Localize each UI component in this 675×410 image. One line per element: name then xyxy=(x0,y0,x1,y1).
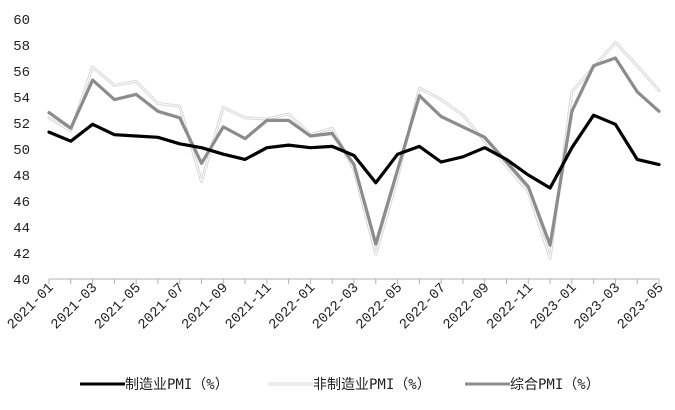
legend-label: 综合PMI（%） xyxy=(510,377,600,393)
y-axis: 40 42 44 46 48 50 52 54 56 58 60 xyxy=(13,13,30,289)
x-tick-label: 2021-11 xyxy=(222,280,275,333)
y-tick-label: 40 xyxy=(13,273,30,289)
legend: 制造业PMI（%） 非制造业PMI（%） 综合PMI（%） xyxy=(80,377,600,393)
y-tick-label: 54 xyxy=(13,91,30,107)
x-tick-label: 2022-01 xyxy=(266,280,319,333)
x-tick-label: 2022-09 xyxy=(440,280,493,333)
x-tick-label: 2022-05 xyxy=(353,280,406,333)
x-tick-label: 2022-07 xyxy=(397,280,450,333)
y-tick-label: 44 xyxy=(13,221,30,237)
x-tick-label: 2021-03 xyxy=(48,280,101,333)
x-tick-label: 2022-11 xyxy=(484,280,537,333)
plot-lines xyxy=(47,40,661,260)
y-tick-label: 46 xyxy=(13,195,30,211)
legend-label: 非制造业PMI（%） xyxy=(313,377,431,393)
x-axis: 2021-012021-032021-052021-072021-092021-… xyxy=(5,278,668,333)
x-tick-label: 2021-09 xyxy=(179,280,232,333)
x-tick-label: 2022-03 xyxy=(310,280,363,333)
x-tick-label: 2023-03 xyxy=(571,280,624,333)
y-tick-label: 52 xyxy=(13,117,30,133)
y-tick-label: 48 xyxy=(13,169,30,185)
x-tick-label: 2021-07 xyxy=(135,280,188,333)
x-tick-label: 2023-01 xyxy=(527,280,580,333)
series-line-highlight xyxy=(48,41,660,259)
y-tick-label: 58 xyxy=(13,39,30,55)
x-tick-label: 2023-05 xyxy=(615,280,668,333)
y-tick-label: 60 xyxy=(13,13,30,29)
y-tick-label: 56 xyxy=(13,65,30,81)
legend-label: 制造业PMI（%） xyxy=(125,377,229,393)
y-tick-label: 50 xyxy=(13,143,30,159)
y-tick-label: 42 xyxy=(13,247,30,263)
series-line xyxy=(47,113,661,190)
x-tick-label: 2021-05 xyxy=(92,280,145,333)
series-line xyxy=(47,56,661,247)
series-line xyxy=(47,40,661,260)
